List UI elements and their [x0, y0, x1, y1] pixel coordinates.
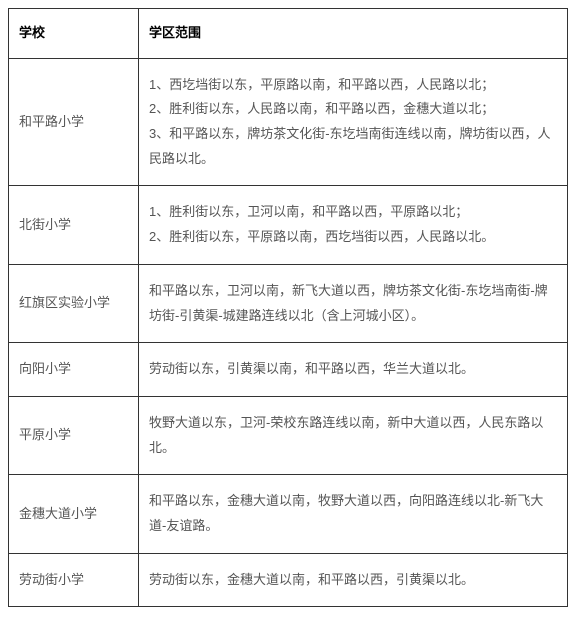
table-row: 北街小学1、胜利街以东，卫河以南，和平路以西，平原路以北；2、胜利街以东，平原路… — [9, 186, 568, 264]
district-cell: 劳动街以东，金穗大道以南，和平路以西，引黄渠以北。 — [139, 553, 568, 607]
district-line: 和平路以东，卫河以南，新飞大道以西，牌坊茶文化街-东圪垱南街-牌坊街-引黄渠-城… — [149, 279, 557, 328]
district-line: 3、和平路以东，牌坊茶文化街-东圪垱南街连线以南，牌坊街以西，人民路以北。 — [149, 122, 557, 171]
school-name-cell: 劳动街小学 — [9, 553, 139, 607]
district-line: 1、西圪垱街以东，平原路以南，和平路以西，人民路以北； — [149, 73, 557, 98]
school-name-cell: 北街小学 — [9, 186, 139, 264]
district-cell: 1、西圪垱街以东，平原路以南，和平路以西，人民路以北；2、胜利街以东，人民路以南… — [139, 58, 568, 186]
district-line: 2、胜利街以东，平原路以南，西圪垱街以西，人民路以北。 — [149, 225, 557, 250]
table-row: 向阳小学劳动街以东，引黄渠以南，和平路以西，华兰大道以北。 — [9, 343, 568, 397]
table-body: 和平路小学1、西圪垱街以东，平原路以南，和平路以西，人民路以北；2、胜利街以东，… — [9, 58, 568, 607]
district-line: 劳动街以东，引黄渠以南，和平路以西，华兰大道以北。 — [149, 357, 557, 382]
table-row: 和平路小学1、西圪垱街以东，平原路以南，和平路以西，人民路以北；2、胜利街以东，… — [9, 58, 568, 186]
district-cell: 劳动街以东，引黄渠以南，和平路以西，华兰大道以北。 — [139, 343, 568, 397]
table-row: 劳动街小学劳动街以东，金穗大道以南，和平路以西，引黄渠以北。 — [9, 553, 568, 607]
table-row: 红旗区实验小学和平路以东，卫河以南，新飞大道以西，牌坊茶文化街-东圪垱南街-牌坊… — [9, 264, 568, 342]
table-row: 金穗大道小学和平路以东，金穗大道以南，牧野大道以西，向阳路连线以北-新飞大道-友… — [9, 475, 568, 553]
school-name-cell: 金穗大道小学 — [9, 475, 139, 553]
district-cell: 和平路以东，卫河以南，新飞大道以西，牌坊茶文化街-东圪垱南街-牌坊街-引黄渠-城… — [139, 264, 568, 342]
table-row: 平原小学牧野大道以东，卫河-荣校东路连线以南，新中大道以西，人民东路以北。 — [9, 396, 568, 474]
district-line: 和平路以东，金穗大道以南，牧野大道以西，向阳路连线以北-新飞大道-友谊路。 — [149, 489, 557, 538]
district-cell: 牧野大道以东，卫河-荣校东路连线以南，新中大道以西，人民东路以北。 — [139, 396, 568, 474]
header-district: 学区范围 — [139, 9, 568, 59]
school-name-cell: 向阳小学 — [9, 343, 139, 397]
school-district-table: 学校 学区范围 和平路小学1、西圪垱街以东，平原路以南，和平路以西，人民路以北；… — [8, 8, 568, 607]
school-name-cell: 平原小学 — [9, 396, 139, 474]
header-school: 学校 — [9, 9, 139, 59]
district-line: 牧野大道以东，卫河-荣校东路连线以南，新中大道以西，人民东路以北。 — [149, 411, 557, 460]
school-name-cell: 和平路小学 — [9, 58, 139, 186]
district-line: 1、胜利街以东，卫河以南，和平路以西，平原路以北； — [149, 200, 557, 225]
table-header-row: 学校 学区范围 — [9, 9, 568, 59]
district-line: 劳动街以东，金穗大道以南，和平路以西，引黄渠以北。 — [149, 568, 557, 593]
district-cell: 和平路以东，金穗大道以南，牧野大道以西，向阳路连线以北-新飞大道-友谊路。 — [139, 475, 568, 553]
school-name-cell: 红旗区实验小学 — [9, 264, 139, 342]
district-cell: 1、胜利街以东，卫河以南，和平路以西，平原路以北；2、胜利街以东，平原路以南，西… — [139, 186, 568, 264]
district-line: 2、胜利街以东，人民路以南，和平路以西，金穗大道以北； — [149, 97, 557, 122]
